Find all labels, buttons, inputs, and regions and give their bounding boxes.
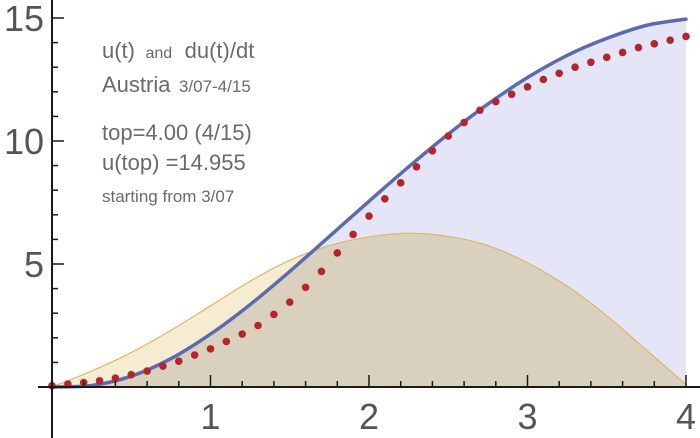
data-point <box>285 298 294 306</box>
data-point <box>476 106 484 115</box>
data-point <box>270 310 278 319</box>
y-tick-label: 10 <box>4 121 44 162</box>
data-point <box>412 163 421 171</box>
annotation-u-top: u(top) =14.955 <box>102 150 246 175</box>
x-tick-label: 4 <box>676 396 696 437</box>
data-point <box>317 267 326 276</box>
data-point <box>507 90 516 99</box>
data-points <box>48 32 690 390</box>
data-point <box>555 69 563 78</box>
data-point <box>95 377 104 385</box>
data-point <box>143 367 151 375</box>
annotation-date-range: 3/07-4/15 <box>179 77 251 96</box>
data-point <box>175 357 183 365</box>
annotation-u-label: u(t) <box>102 38 135 63</box>
axes <box>38 0 700 438</box>
data-point <box>238 330 246 338</box>
annotation-line-1: u(t) and du(t)/dt <box>102 38 254 63</box>
data-point <box>222 337 231 346</box>
data-point <box>666 36 674 44</box>
curve-lines <box>50 17 688 389</box>
data-point <box>539 75 548 84</box>
annotation-start: starting from 3/07 <box>102 187 234 206</box>
y-tick-label: 15 <box>4 0 44 39</box>
x-tick-label: 1 <box>200 396 220 437</box>
data-point <box>64 380 72 388</box>
data-point <box>333 249 342 257</box>
data-point <box>127 370 136 379</box>
data-point <box>381 195 389 203</box>
annotation-and-label: and <box>145 45 172 62</box>
data-point <box>254 321 262 330</box>
data-point <box>571 63 579 71</box>
y-tick-label: 5 <box>24 244 44 285</box>
du-curve <box>51 232 687 388</box>
data-point <box>396 179 405 187</box>
annotation-du-label: du(t)/dt <box>185 38 255 63</box>
annotation-top: top=4.00 (4/15) <box>102 120 252 145</box>
data-point <box>618 48 627 57</box>
data-point <box>650 40 659 48</box>
data-point <box>602 53 611 62</box>
data-point <box>587 58 595 67</box>
data-point <box>682 32 690 41</box>
data-point <box>365 212 373 220</box>
data-point <box>206 345 215 353</box>
data-point <box>111 374 120 382</box>
data-point <box>301 283 310 292</box>
data-point <box>460 118 468 127</box>
data-point <box>523 83 532 91</box>
data-point <box>190 351 199 359</box>
data-point <box>492 97 500 106</box>
u-curve <box>50 17 688 389</box>
tick-labels: 1 2 3 4 5 10 15 <box>4 0 696 437</box>
x-tick-label: 3 <box>517 396 537 437</box>
data-point <box>428 147 437 155</box>
data-point <box>349 230 357 239</box>
annotation-block: u(t) and du(t)/dt Austria 3/07-4/15 top=… <box>102 38 254 206</box>
x-tick-label: 2 <box>359 396 379 437</box>
annotation-line-2: Austria 3/07-4/15 <box>102 72 251 97</box>
data-point <box>159 362 167 370</box>
data-point <box>634 43 643 52</box>
annotation-country: Austria <box>102 72 171 97</box>
data-point <box>444 132 453 140</box>
